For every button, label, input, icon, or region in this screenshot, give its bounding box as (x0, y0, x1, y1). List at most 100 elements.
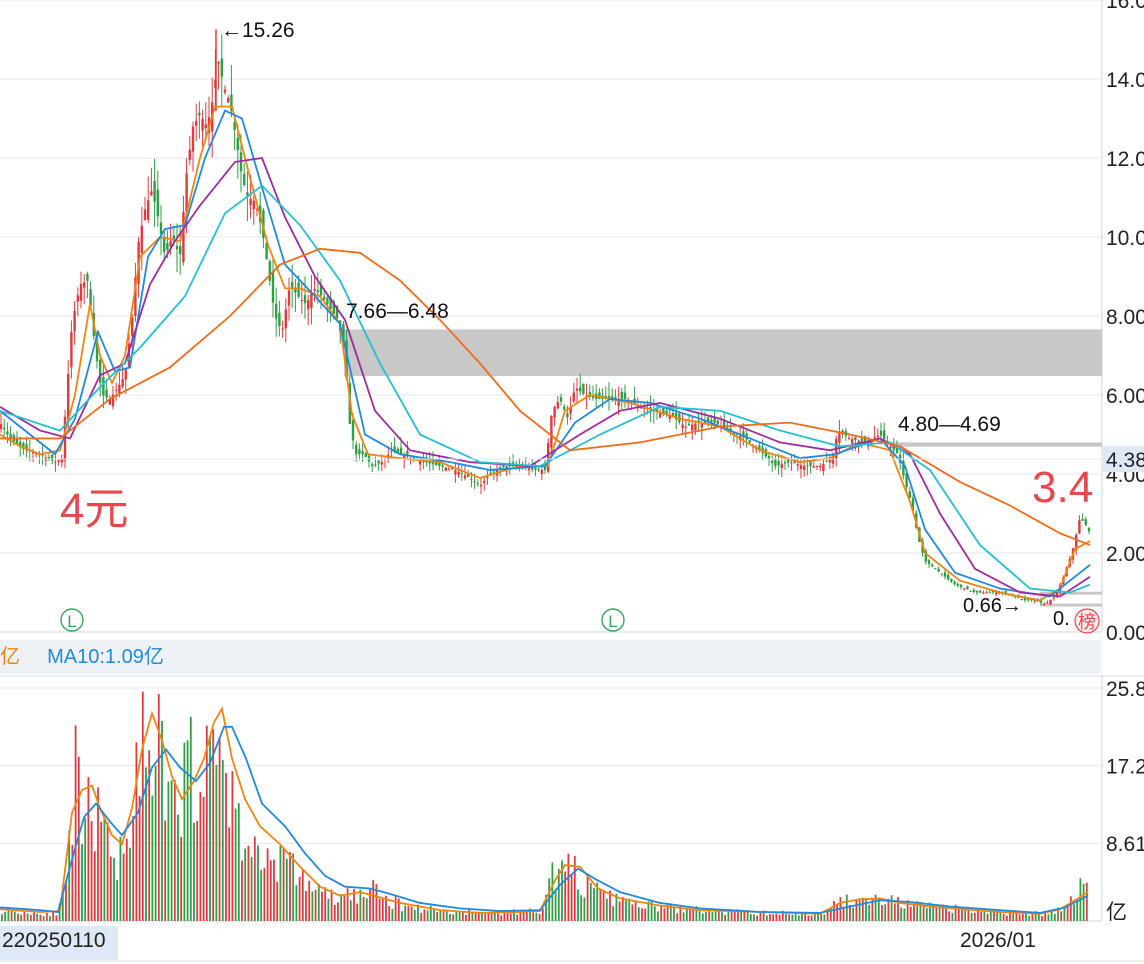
candle-body (307, 299, 310, 310)
candle-body (534, 468, 537, 471)
volume-bar (669, 903, 672, 921)
price-grid (0, 0, 1103, 633)
volume-bar (852, 907, 855, 921)
candle-body (479, 484, 483, 487)
candle-body (963, 588, 966, 590)
price-tick-label: 14.0 (1106, 69, 1144, 92)
volume-bar (791, 914, 794, 921)
volume-y-axis: 25.8 17.2 8.61 亿 (1106, 678, 1144, 924)
candle-body (131, 317, 134, 336)
zone-2-label: 4.80—4.69 (898, 413, 1001, 436)
volume-bar (1047, 914, 1050, 921)
volume-bar (426, 910, 429, 921)
candle-body (774, 459, 777, 466)
candle-body (444, 467, 447, 471)
volume-bar (458, 912, 461, 921)
volume-bar (266, 848, 269, 921)
candle-body (51, 454, 54, 461)
volume-bar (388, 906, 391, 921)
candle-body (902, 460, 905, 476)
volume-bar (138, 796, 141, 921)
candle-body (140, 225, 143, 254)
volume-bar (756, 915, 759, 921)
volume-bar (253, 836, 256, 921)
candle-body (723, 419, 726, 428)
candle-body (300, 300, 303, 302)
candle-body (828, 459, 831, 463)
candle-body (1033, 600, 1036, 602)
volume-bar (1053, 913, 1056, 921)
volume-bar (42, 916, 45, 921)
candle-body (684, 426, 687, 428)
volume-bar (989, 909, 992, 921)
candle-body (454, 470, 457, 475)
candle-body (345, 340, 348, 379)
volume-bar (497, 913, 499, 921)
volume-bar (506, 912, 509, 921)
candle-body (566, 413, 569, 418)
volume-bar (161, 720, 163, 921)
volume-bar (477, 911, 480, 921)
volume-bar (45, 912, 48, 921)
candle-body (1004, 591, 1007, 593)
volume-bar (897, 896, 899, 921)
volume-bar (596, 882, 599, 921)
volume-bar (906, 900, 909, 921)
volume-bar (986, 913, 989, 921)
volume-bar (58, 903, 61, 921)
candle-body (175, 245, 179, 250)
volume-bar (817, 914, 819, 921)
volume-bar (660, 904, 663, 921)
volume-bar (858, 898, 861, 921)
volume-bar (663, 908, 666, 921)
volume-bar (90, 821, 93, 921)
candle-body (537, 469, 540, 471)
candle-body (924, 551, 927, 562)
volume-bar (269, 860, 272, 921)
volume-bar (586, 873, 589, 921)
volume-bar (509, 913, 512, 921)
volume-bar (429, 905, 432, 921)
candle-body (889, 446, 892, 448)
volume-bar (993, 912, 995, 921)
volume-tick-label: 17.2 (1106, 756, 1144, 779)
volume-bar (999, 910, 1002, 921)
volume-unit-label: 亿 (1106, 901, 1127, 924)
candle-body (780, 464, 783, 468)
volume-bar (74, 725, 77, 921)
candle-body (883, 430, 886, 440)
volume-bar (125, 838, 128, 921)
candle-body (502, 465, 505, 467)
volume-bar (653, 906, 656, 921)
volume-bar (1050, 910, 1053, 921)
candle-body (230, 94, 233, 111)
candle-body (639, 407, 643, 409)
candle-body (1084, 519, 1087, 526)
candle-body (156, 189, 159, 217)
volume-bar (263, 868, 266, 921)
volume-bar (359, 889, 362, 921)
candle-body (729, 428, 732, 431)
volume-bar (861, 897, 864, 921)
volume-bar (919, 901, 922, 921)
volume-bar (977, 909, 979, 921)
volume-bar (890, 895, 893, 921)
volume-bar (49, 916, 51, 921)
volume-bar (983, 908, 986, 921)
volume-bar (836, 903, 839, 921)
candle-body (102, 377, 105, 396)
candle-body (227, 97, 230, 103)
candle-body (1039, 600, 1043, 603)
candle-body (911, 498, 915, 511)
candle-body (934, 568, 937, 570)
candle-body (988, 592, 991, 594)
candle-body (873, 437, 876, 439)
volume-bar (884, 904, 887, 921)
candle-body (492, 471, 495, 473)
volume-bar (141, 691, 144, 921)
volume-bar (877, 898, 880, 921)
candle-body (931, 564, 934, 567)
price-tick-label: 12.0 (1106, 148, 1144, 171)
candle-body (25, 444, 28, 451)
volume-bar (865, 898, 867, 921)
